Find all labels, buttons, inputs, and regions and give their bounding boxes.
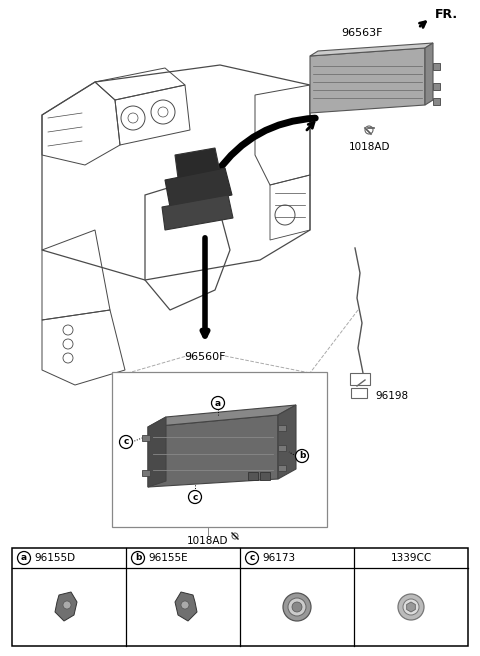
Text: 1339CC: 1339CC — [390, 553, 432, 563]
Text: 96155D: 96155D — [34, 553, 75, 563]
Polygon shape — [55, 592, 77, 621]
Circle shape — [288, 598, 306, 616]
Bar — [12, 548, 468, 646]
Polygon shape — [162, 195, 233, 230]
Circle shape — [181, 601, 189, 609]
Circle shape — [403, 599, 419, 615]
Text: a: a — [215, 398, 221, 407]
Circle shape — [296, 449, 309, 462]
Bar — [142, 470, 150, 476]
Circle shape — [245, 552, 259, 565]
Bar — [248, 472, 258, 480]
Text: 96155E: 96155E — [148, 553, 188, 563]
Bar — [433, 98, 440, 105]
Bar — [112, 372, 327, 527]
Circle shape — [212, 396, 225, 409]
Text: 96198: 96198 — [375, 391, 408, 401]
Text: 96173: 96173 — [262, 553, 295, 563]
Circle shape — [292, 602, 302, 612]
Polygon shape — [310, 43, 433, 56]
Bar — [260, 472, 270, 480]
Bar — [278, 465, 286, 471]
Polygon shape — [175, 148, 220, 178]
Polygon shape — [407, 602, 415, 612]
Text: FR.: FR. — [435, 9, 458, 22]
Polygon shape — [148, 405, 296, 427]
Circle shape — [17, 552, 31, 565]
Bar — [278, 425, 286, 431]
Text: c: c — [192, 493, 198, 501]
Text: 1018AD: 1018AD — [349, 142, 391, 152]
Polygon shape — [165, 168, 232, 207]
Circle shape — [132, 552, 144, 565]
Bar — [351, 388, 367, 398]
Bar — [433, 83, 440, 90]
Text: b: b — [299, 451, 305, 461]
Text: c: c — [123, 438, 129, 447]
Polygon shape — [310, 48, 425, 113]
Polygon shape — [278, 405, 296, 479]
Polygon shape — [148, 415, 278, 487]
Circle shape — [120, 436, 132, 449]
Bar — [350, 373, 370, 385]
Bar — [433, 63, 440, 70]
Circle shape — [189, 491, 202, 504]
Circle shape — [398, 594, 424, 620]
Polygon shape — [148, 417, 166, 487]
Text: b: b — [135, 554, 141, 562]
Text: 1018AD: 1018AD — [187, 536, 229, 546]
Polygon shape — [175, 592, 197, 621]
Bar — [142, 435, 150, 441]
Text: 96560F: 96560F — [184, 352, 226, 362]
Text: a: a — [21, 554, 27, 562]
Text: c: c — [249, 554, 255, 562]
Circle shape — [283, 593, 311, 621]
Polygon shape — [425, 43, 433, 105]
Circle shape — [63, 601, 71, 609]
Text: 96563F: 96563F — [342, 28, 383, 38]
Bar — [278, 445, 286, 451]
